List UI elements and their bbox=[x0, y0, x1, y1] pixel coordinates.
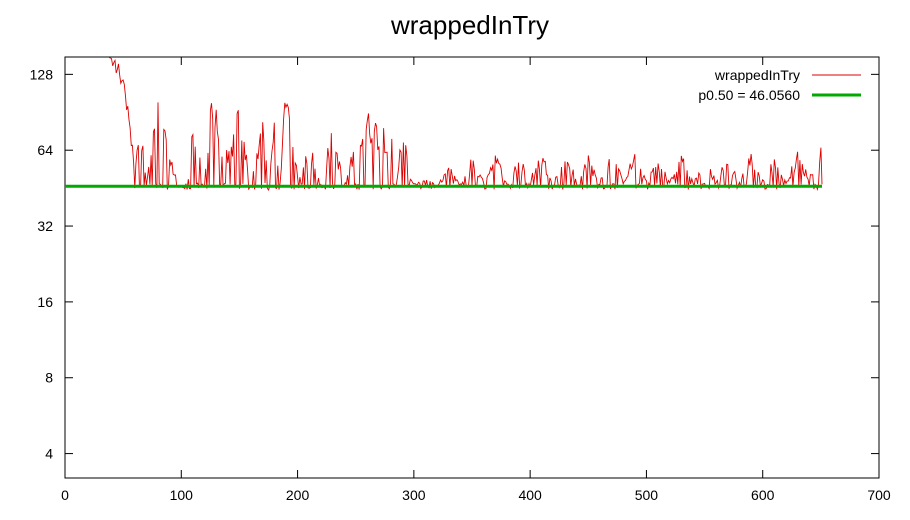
series-wrappedInTry-line bbox=[109, 57, 823, 192]
legend-label-wrappedInTry: wrappedInTry bbox=[714, 67, 800, 83]
plot-frame bbox=[64, 56, 880, 479]
x-tick-label: 300 bbox=[402, 487, 426, 503]
x-tick-label: 200 bbox=[286, 487, 310, 503]
x-tick-label: 600 bbox=[751, 487, 775, 503]
x-tick-label: 100 bbox=[170, 487, 194, 503]
x-tick-label: 700 bbox=[867, 487, 891, 503]
legend-label-p050: p0.50 = 46.0560 bbox=[698, 87, 800, 103]
y-tick-label: 8 bbox=[45, 370, 53, 386]
y-tick-label: 128 bbox=[30, 66, 54, 82]
y-tick-label: 32 bbox=[37, 218, 53, 234]
x-tick-label: 400 bbox=[518, 487, 542, 503]
y-tick-label: 4 bbox=[45, 446, 53, 462]
y-tick-label: 16 bbox=[37, 294, 53, 310]
x-tick-label: 500 bbox=[635, 487, 659, 503]
x-tick-label: 0 bbox=[61, 487, 69, 503]
y-tick-label: 64 bbox=[37, 142, 53, 158]
chart-title: wrappedInTry bbox=[391, 10, 549, 40]
